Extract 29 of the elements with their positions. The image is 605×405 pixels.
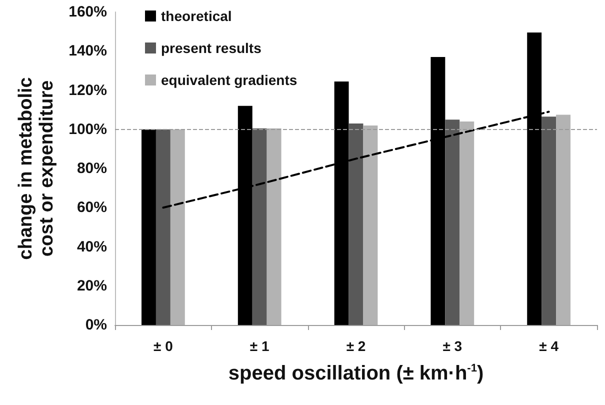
legend-label: present results <box>161 40 262 56</box>
legend-label: theoretical <box>161 8 232 24</box>
bar <box>542 116 556 325</box>
y-tick-label: 40% <box>76 238 107 256</box>
y-tick-label: 20% <box>76 277 107 294</box>
y-tick-label: 120% <box>68 82 107 99</box>
x-tick-label: ± 3 <box>442 338 462 354</box>
y-tick-label: 100% <box>68 120 107 138</box>
bar <box>142 129 156 325</box>
bar <box>266 128 282 325</box>
x-tick-label: ± 1 <box>250 338 270 354</box>
bar <box>445 120 460 325</box>
x-tick-label: ± 4 <box>539 338 559 354</box>
x-tick-label: ± 0 <box>154 338 174 354</box>
bar <box>348 124 364 325</box>
bar <box>156 129 170 325</box>
bar <box>170 129 185 325</box>
y-axis-title: change in metabolic cost or expenditure <box>16 76 58 260</box>
legend-label: equivalent gradients <box>161 72 298 88</box>
bar <box>460 122 474 325</box>
y-tick-label: 160% <box>68 4 107 20</box>
y-tick-label: 80% <box>76 160 107 177</box>
y-tick-label: 140% <box>68 42 107 60</box>
y-tick-label: 60% <box>76 199 107 216</box>
x-tick-label: ± 2 <box>346 338 366 354</box>
bar <box>363 125 378 325</box>
y-tick-label: 0% <box>85 316 107 334</box>
bar <box>252 128 267 325</box>
bar <box>556 114 570 325</box>
